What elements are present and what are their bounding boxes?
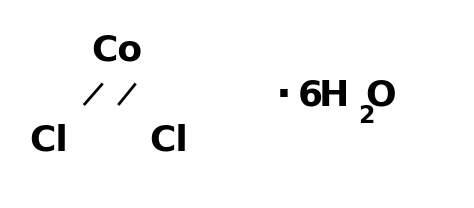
- Text: Co: Co: [91, 34, 142, 68]
- Text: H: H: [319, 79, 349, 113]
- Text: Cl: Cl: [29, 124, 68, 158]
- Text: O: O: [365, 79, 396, 113]
- Text: 2: 2: [358, 104, 374, 128]
- Text: Cl: Cl: [149, 124, 188, 158]
- Text: 6: 6: [298, 79, 323, 113]
- Text: ·: ·: [276, 75, 292, 117]
